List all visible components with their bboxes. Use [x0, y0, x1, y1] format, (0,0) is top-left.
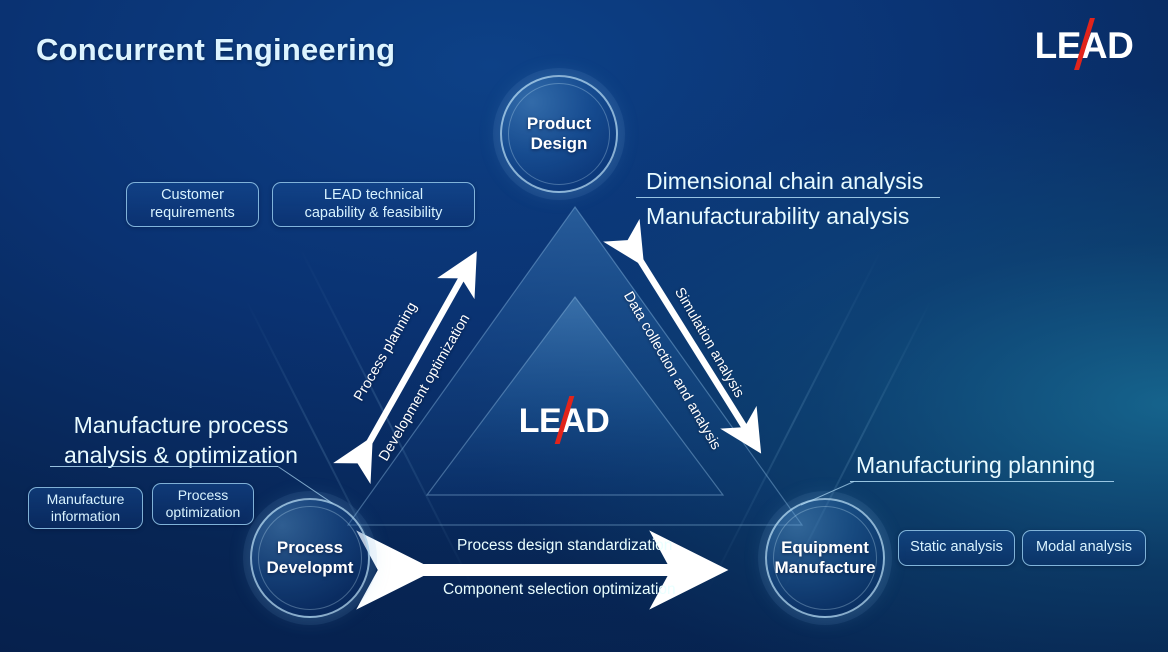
lead-logo-header: LEAD [1035, 18, 1134, 70]
pill-process-optimization[interactable]: Process optimization [152, 483, 254, 525]
pill-customer-requirements[interactable]: Customer requirements [126, 182, 259, 227]
headline-left-underline [50, 466, 278, 467]
pill-line2: information [50, 508, 121, 524]
node-label-line2: Developmt [266, 558, 354, 577]
pill-line1: Customer [161, 187, 224, 204]
headline-manufacturing-planning: Manufacturing planning [856, 452, 1096, 478]
page-title: Concurrent Engineering [36, 32, 396, 67]
pill-line1: Modal analysis [1036, 539, 1132, 556]
arrow-left-diagonal [333, 251, 477, 485]
pill-line2: optimization [165, 504, 241, 520]
arrow-label-process-design-standardization: Process design standardization [457, 537, 673, 554]
node-label-line1: Product [526, 113, 592, 133]
pill-lead-technical-capability[interactable]: LEAD technical capability & feasibility [272, 182, 475, 227]
headline-manufacture-process-analysis: Manufacture process analysis & optimizat… [46, 410, 316, 471]
pill-line2: capability & feasibility [304, 204, 443, 221]
node-label-line1: Equipment [781, 537, 869, 557]
pill-modal-analysis[interactable]: Modal analysis [1022, 530, 1146, 566]
headline-manufacturability-analysis: Manufacturability analysis [646, 203, 910, 229]
node-process-development[interactable]: Process Developmt [250, 498, 370, 618]
pill-line2: requirements [150, 204, 235, 221]
lead-logo-center: LEAD [519, 396, 610, 444]
pill-line1: Static analysis [910, 539, 1003, 556]
pill-manufacture-information[interactable]: Manufacture information [28, 487, 143, 529]
node-label-line1: Process [276, 537, 344, 557]
arrow-right-diagonal [603, 218, 762, 454]
headline-left-line1: Manufacture process [73, 412, 289, 438]
arrow-label-component-selection-optimization: Component selection optimization [443, 581, 676, 598]
node-equipment-manufacture[interactable]: Equipment Manufacture [765, 498, 885, 618]
pill-line1: Process [177, 487, 229, 504]
node-product-design[interactable]: Product Design [500, 75, 618, 193]
headline-right-underline [850, 481, 1114, 482]
node-label-line2: Manufacture [774, 558, 876, 577]
headline-top-right-underline [636, 197, 940, 198]
pill-line1: LEAD technical [323, 187, 424, 204]
pill-static-analysis[interactable]: Static analysis [898, 530, 1015, 566]
headline-left-line2: analysis & optimization [64, 442, 298, 469]
pill-line1: Manufacture [46, 491, 125, 508]
node-label-line2: Design [530, 134, 588, 153]
headline-dimensional-chain-analysis: Dimensional chain analysis [646, 168, 924, 194]
